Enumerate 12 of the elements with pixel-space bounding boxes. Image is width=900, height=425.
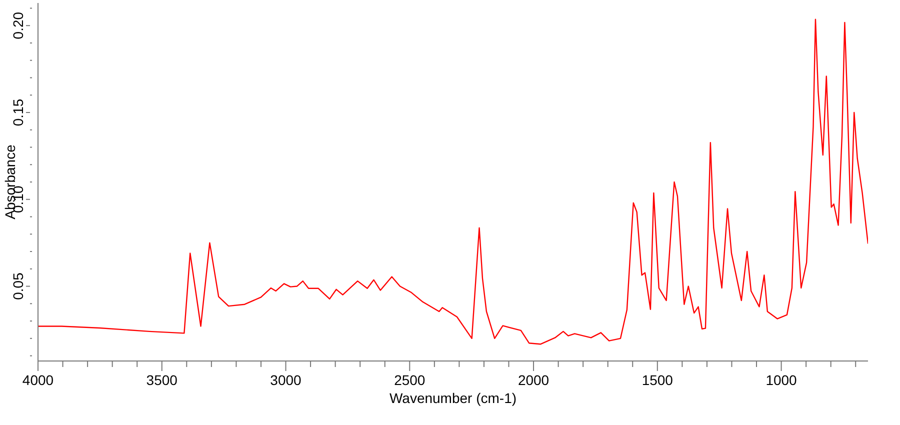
x-tick-label: 3000	[270, 372, 302, 388]
x-tick-label: 2500	[394, 372, 426, 388]
y-tick-label: 0.20	[10, 12, 26, 40]
line-series	[38, 18, 868, 345]
y-tick-label: 0.15	[10, 98, 26, 126]
x-tick-label: 3500	[146, 372, 178, 388]
x-axis-title: Wavenumber (cm-1)	[389, 390, 517, 406]
x-tick-label: 2000	[518, 372, 550, 388]
y-tick-label: 0.05	[10, 272, 26, 300]
x-tick-label: 1000	[766, 372, 798, 388]
x-tick-label: 1500	[642, 372, 674, 388]
x-tick-label: 4000	[22, 372, 54, 388]
